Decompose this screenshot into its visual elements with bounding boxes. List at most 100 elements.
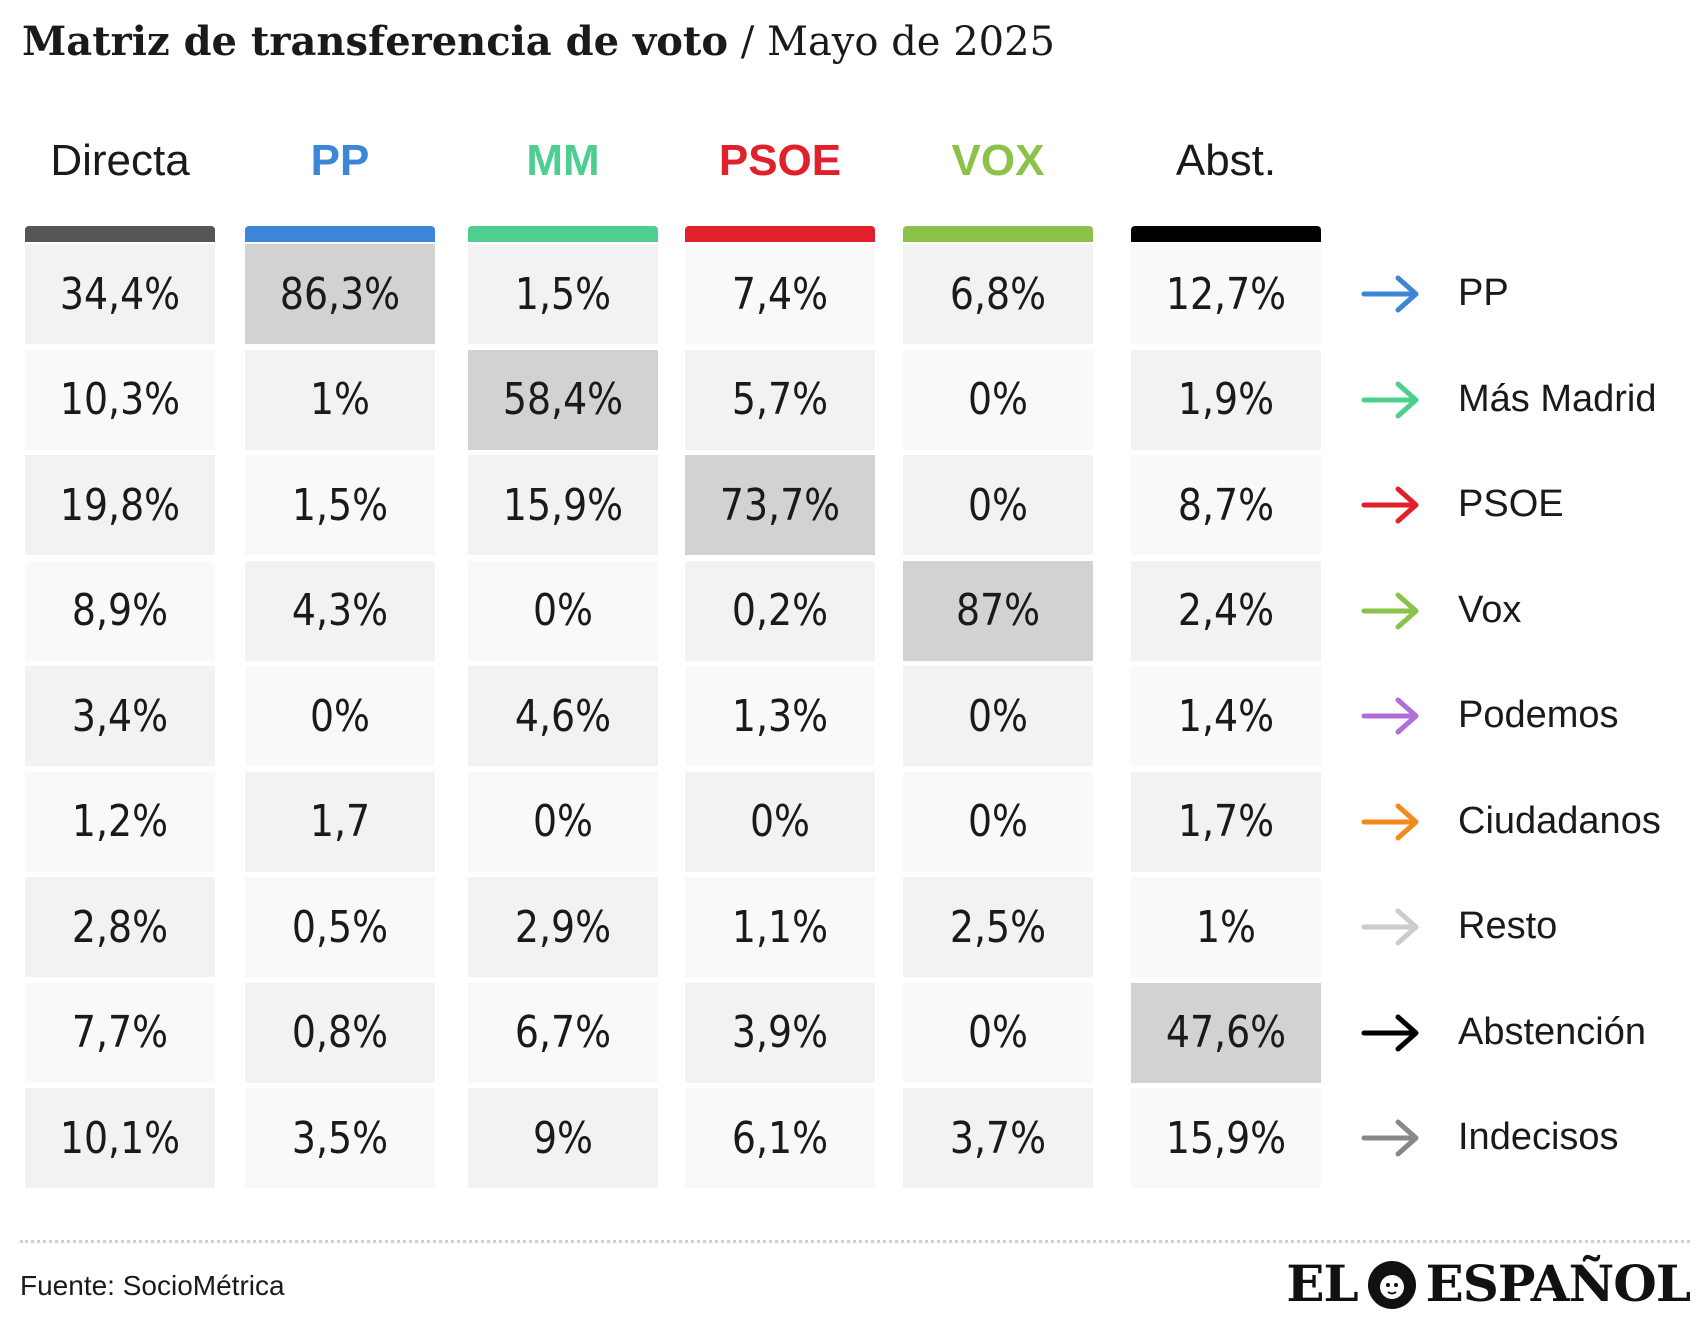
matrix-cell: 15,9% xyxy=(468,455,658,555)
matrix-cell: 1,5% xyxy=(468,244,658,344)
matrix-cell-value: 0% xyxy=(532,796,594,847)
matrix-cell-value: 34,4% xyxy=(59,268,181,320)
row-label: Podemos xyxy=(1458,694,1619,736)
matrix-cell: 6,7% xyxy=(468,982,658,1083)
matrix-cell-highlighted: 86,3% xyxy=(245,244,435,344)
matrix-cell-highlighted: 87% xyxy=(903,560,1093,661)
matrix-cell: 34,4% xyxy=(25,244,215,344)
title-subtitle: Mayo de 2025 xyxy=(767,19,1055,65)
matrix-cell: 2,5% xyxy=(903,877,1093,977)
matrix-cell-value: 6,1% xyxy=(731,1112,829,1164)
row-label: Abstención xyxy=(1458,1010,1647,1053)
arrow-right-icon xyxy=(1361,1119,1419,1157)
column-header-pp: PP xyxy=(310,136,370,185)
matrix-cell-value: 0% xyxy=(967,690,1029,742)
matrix-cell-value: 7,7% xyxy=(71,1007,169,1058)
matrix-cell-value: 1,1% xyxy=(731,901,829,953)
arrow-right-icon xyxy=(1361,803,1419,840)
column-color-bar xyxy=(1131,226,1321,242)
matrix-cell: 7,4% xyxy=(685,244,875,344)
matrix-cell: 0,5% xyxy=(245,877,435,977)
matrix-cell: 19,8% xyxy=(25,455,215,555)
arrow-right-icon xyxy=(1361,908,1419,946)
matrix-cell-value: 2,5% xyxy=(949,901,1047,953)
logo-text-left: EL xyxy=(1286,1254,1358,1313)
row-label: Ciudadanos xyxy=(1458,799,1661,842)
column-color-bar xyxy=(903,226,1093,242)
source-note: Fuente: SocioMétrica xyxy=(20,1270,285,1301)
matrix-cell-value: 0% xyxy=(967,1007,1029,1058)
matrix-cell: 1% xyxy=(1131,877,1321,977)
matrix-cell-value: 3,7% xyxy=(949,1112,1047,1164)
matrix-cell: 2,4% xyxy=(1131,560,1321,661)
matrix-cell: 12,7% xyxy=(1131,244,1321,344)
matrix-cell: 1,7 xyxy=(245,771,435,872)
matrix-cell-value: 87% xyxy=(955,585,1041,636)
matrix-cell: 0% xyxy=(903,349,1093,450)
matrix-cell: 1,7% xyxy=(1131,771,1321,872)
title-main: Matriz de transferencia de voto xyxy=(22,18,729,65)
matrix-cell: 4,6% xyxy=(468,666,658,766)
matrix-cell: 2,8% xyxy=(25,877,215,977)
matrix-cell-value: 10,3% xyxy=(59,374,181,425)
matrix-cell-value: 15,9% xyxy=(1165,1112,1287,1164)
matrix-cell-value: 2,8% xyxy=(71,901,169,953)
matrix-cell-value: 1,5% xyxy=(514,268,612,320)
arrow-right-icon xyxy=(1361,697,1419,735)
matrix-cell: 1,1% xyxy=(685,877,875,977)
matrix-cell: 1,4% xyxy=(1131,666,1321,766)
matrix-cell: 8,9% xyxy=(25,560,215,661)
row-label: Más Madrid xyxy=(1458,377,1657,420)
matrix-cell-value: 0% xyxy=(532,585,594,636)
arrow-right-icon xyxy=(1361,1014,1419,1051)
matrix-cell: 15,9% xyxy=(1131,1088,1321,1188)
matrix-cell-value: 0% xyxy=(967,374,1029,425)
matrix-cell-value: 0% xyxy=(967,796,1029,847)
matrix-cell-value: 1,5% xyxy=(291,479,389,531)
matrix-cell-value: 58,4% xyxy=(502,374,624,425)
chart-title: Matriz de transferencia de voto / Mayo d… xyxy=(22,18,1055,65)
matrix-cell: 3,9% xyxy=(685,982,875,1083)
row-label: PSOE xyxy=(1458,483,1564,525)
matrix-cell-value: 8,9% xyxy=(71,585,169,636)
matrix-cell-value: 47,6% xyxy=(1165,1007,1287,1058)
column-color-bar xyxy=(685,226,875,242)
matrix-cell: 1,9% xyxy=(1131,349,1321,450)
matrix-cell-value: 3,9% xyxy=(731,1007,829,1058)
matrix-cell: 1,5% xyxy=(245,455,435,555)
row-label: PP xyxy=(1458,272,1509,314)
title-separator: / xyxy=(740,19,755,65)
arrow-right-icon xyxy=(1361,592,1419,629)
matrix-cell: 1% xyxy=(245,349,435,450)
matrix-cell: 2,9% xyxy=(468,877,658,977)
matrix-cell-value: 1,7 xyxy=(309,796,371,847)
matrix-cell: 4,3% xyxy=(245,560,435,661)
column-color-bar xyxy=(245,226,435,242)
matrix-cell: 10,1% xyxy=(25,1088,215,1188)
matrix-cell-value: 1,7% xyxy=(1177,796,1275,847)
matrix-cell-value: 15,9% xyxy=(502,479,624,531)
arrow-right-icon xyxy=(1361,381,1419,418)
matrix-cell: 0% xyxy=(245,666,435,766)
column-header-directa: Directa xyxy=(50,136,190,185)
matrix-cell-value: 73,7% xyxy=(719,479,841,531)
matrix-cell-value: 1% xyxy=(309,374,371,425)
matrix-cell-value: 1,3% xyxy=(731,690,829,742)
matrix-cell: 1,2% xyxy=(25,771,215,872)
matrix-cell-value: 7,4% xyxy=(731,268,829,320)
matrix-cell-value: 0,2% xyxy=(731,585,829,636)
matrix-cell-highlighted: 47,6% xyxy=(1131,982,1321,1083)
matrix-cell-value: 12,7% xyxy=(1165,268,1287,320)
matrix-cell: 0,2% xyxy=(685,560,875,661)
matrix-cell: 8,7% xyxy=(1131,455,1321,555)
matrix-cell: 10,3% xyxy=(25,349,215,450)
row-label: Vox xyxy=(1458,588,1522,631)
column-header-mm: MM xyxy=(526,136,600,185)
matrix-cell: 3,4% xyxy=(25,666,215,766)
matrix-cell-value: 0% xyxy=(749,796,811,847)
matrix-cell-value: 2,9% xyxy=(514,901,612,953)
column-header-abst: Abst. xyxy=(1175,136,1277,185)
matrix-cell: 3,5% xyxy=(245,1088,435,1188)
arrow-right-icon xyxy=(1361,275,1419,313)
matrix-cell-highlighted: 58,4% xyxy=(468,349,658,450)
